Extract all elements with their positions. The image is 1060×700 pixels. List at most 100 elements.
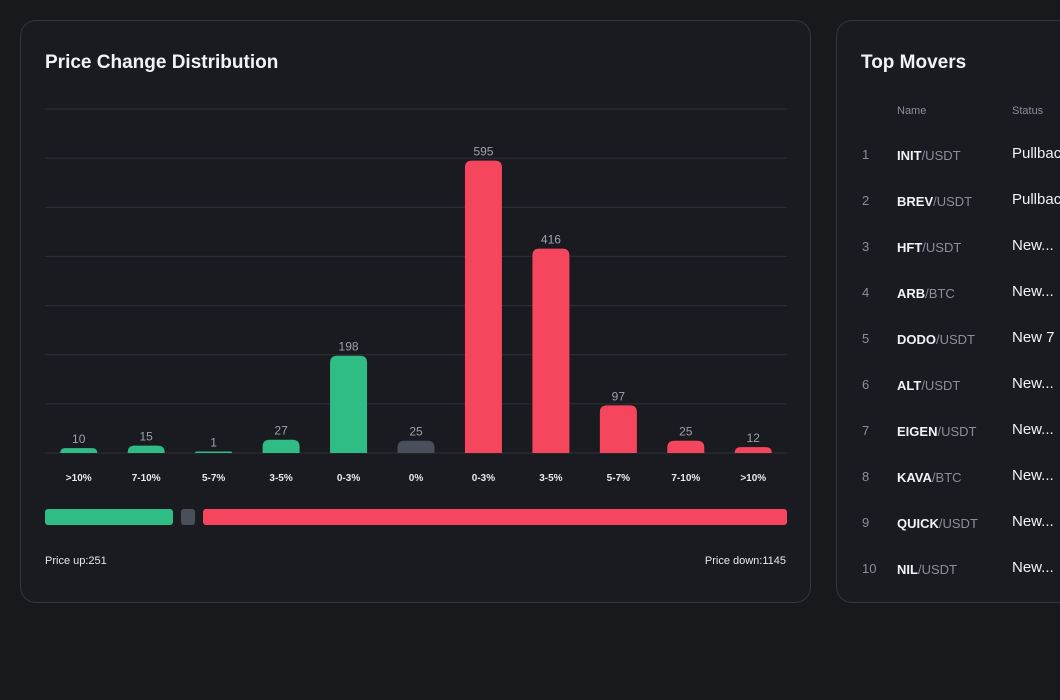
mover-status: New... — [1012, 283, 1054, 300]
mover-rank: 3 — [862, 239, 870, 254]
bar-down-10[interactable] — [734, 447, 772, 453]
column-header-name: Name — [897, 105, 927, 117]
price-change-distribution-card: Price Change Distribution 10 >10% 15 7-10% 1… — [20, 20, 811, 603]
bar-down-6[interactable] — [464, 160, 502, 453]
category-label: 3-5% — [539, 473, 562, 484]
category-label: 5-7% — [607, 473, 630, 484]
column-header-status: Status — [1012, 105, 1044, 117]
mover-quote-asset: /USDT — [921, 148, 961, 163]
category-label: >10% — [66, 473, 92, 484]
bar-up-0[interactable] — [60, 448, 98, 453]
mover-base-asset: ARB — [897, 286, 926, 301]
price-down-count: Price down:1145 — [704, 555, 786, 567]
category-label: 7-10% — [671, 473, 700, 484]
mover-pair[interactable]: ALT/USDT — [897, 378, 960, 393]
mover-quote-asset: /USDT — [933, 194, 973, 209]
table-row[interactable]: 10 NIL/USDT New... — [837, 559, 1060, 607]
mover-pair[interactable]: BREV/USDT — [897, 194, 972, 209]
mover-status: New 7 — [1012, 329, 1055, 346]
mover-pair[interactable]: HFT/USDT — [897, 240, 961, 255]
category-label: 0-3% — [472, 473, 495, 484]
price-flat-ratio-bar — [181, 509, 196, 525]
mover-quote-asset: /USDT — [937, 424, 977, 439]
bar-value-label: 15 — [140, 430, 154, 444]
table-row[interactable]: 2 BREV/USDT Pullback — [837, 191, 1060, 239]
mover-status: New... — [1012, 237, 1054, 254]
table-row[interactable]: 3 HFT/USDT New... — [837, 237, 1060, 285]
mover-quote-asset: /BTC — [925, 286, 955, 301]
category-label: 5-7% — [202, 473, 225, 484]
price-up-count: Price up:251 — [45, 555, 107, 567]
mover-base-asset: ALT — [897, 378, 922, 393]
mover-pair[interactable]: QUICK/USDT — [897, 516, 978, 531]
mover-rank: 6 — [862, 377, 870, 392]
bar-down-8[interactable] — [599, 405, 637, 453]
mover-pair[interactable]: NIL/USDT — [897, 562, 957, 577]
table-row[interactable]: 8 KAVA/BTC New... — [837, 467, 1060, 515]
bar-value-label: 416 — [541, 233, 561, 247]
distribution-chart: 10 >10% 15 7-10% 1 5-7% 27 3-5% 198 0-3% 25 0% 595 0-… — [45, 108, 787, 484]
bar-value-label: 198 — [339, 340, 359, 354]
top-movers-card: Top Movers Name Status 1 INIT/USDT Pullbac… — [836, 20, 1060, 603]
bar-value-label: 595 — [473, 145, 493, 159]
category-label: 3-5% — [269, 473, 292, 484]
table-row[interactable]: 1 INIT/USDT Pullback — [837, 145, 1060, 193]
mover-base-asset: EIGEN — [897, 424, 938, 439]
bar-down-7[interactable] — [532, 248, 570, 453]
table-row[interactable]: 7 EIGEN/USDT New... — [837, 421, 1060, 469]
mover-base-asset: INIT — [897, 148, 922, 163]
mover-quote-asset: /USDT — [936, 332, 975, 347]
table-row[interactable]: 9 QUICK/USDT New... — [837, 513, 1060, 561]
mover-rank: 2 — [862, 193, 870, 208]
top-movers-title: Top Movers — [861, 52, 967, 73]
category-label: >10% — [740, 473, 766, 484]
mover-rank: 7 — [862, 423, 870, 438]
bar-up-3[interactable] — [262, 439, 300, 453]
mover-status: New... — [1012, 421, 1054, 438]
mover-base-asset: HFT — [897, 240, 923, 255]
mover-pair[interactable]: ARB/BTC — [897, 286, 955, 301]
mover-rank: 9 — [862, 515, 870, 530]
bar-value-label: 27 — [274, 424, 288, 438]
mover-rank: 4 — [862, 285, 870, 300]
mover-quote-asset: /BTC — [931, 470, 962, 485]
mover-pair[interactable]: DODO/USDT — [897, 332, 975, 347]
bar-value-label: 25 — [409, 425, 423, 439]
mover-base-asset: BREV — [897, 194, 934, 209]
mover-status: New... — [1012, 513, 1054, 530]
mover-rank: 10 — [862, 561, 877, 576]
distribution-title: Price Change Distribution — [45, 52, 279, 73]
mover-status: New... — [1012, 559, 1054, 576]
bar-value-label: 12 — [747, 431, 761, 445]
mover-status: New... — [1012, 375, 1054, 392]
bar-flat-5[interactable] — [397, 440, 435, 453]
mover-status: New... — [1012, 467, 1054, 484]
bar-up-1[interactable] — [127, 445, 165, 453]
bar-down-9[interactable] — [667, 440, 705, 453]
mover-base-asset: QUICK — [897, 516, 939, 531]
mover-quote-asset: /USDT — [921, 378, 961, 393]
bar-up-2[interactable] — [195, 451, 233, 454]
mover-pair[interactable]: KAVA/BTC — [897, 470, 962, 485]
mover-rank: 5 — [862, 331, 870, 346]
table-row[interactable]: 4 ARB/BTC New... — [837, 283, 1060, 331]
table-row[interactable]: 6 ALT/USDT New... — [837, 375, 1060, 423]
mover-rank: 8 — [862, 469, 870, 484]
mover-status: Pullback — [1012, 191, 1060, 208]
price-up-ratio-bar — [45, 509, 174, 525]
mover-pair[interactable]: EIGEN/USDT — [897, 424, 976, 439]
table-row[interactable]: 5 DODO/USDT New 7 — [837, 329, 1060, 377]
bar-value-label: 1 — [210, 436, 217, 450]
bar-value-label: 97 — [612, 389, 626, 403]
bar-value-label: 25 — [679, 425, 693, 439]
bar-value-label: 10 — [72, 432, 86, 446]
mover-rank: 1 — [862, 147, 870, 162]
category-label: 0-3% — [337, 473, 360, 484]
mover-base-asset: KAVA — [897, 470, 932, 485]
mover-quote-asset: /USDT — [938, 516, 978, 531]
price-down-ratio-bar — [203, 509, 787, 525]
mover-quote-asset: /USDT — [922, 240, 962, 255]
category-label: 0% — [409, 473, 424, 484]
bar-up-4[interactable] — [330, 355, 368, 453]
mover-pair[interactable]: INIT/USDT — [897, 148, 961, 163]
